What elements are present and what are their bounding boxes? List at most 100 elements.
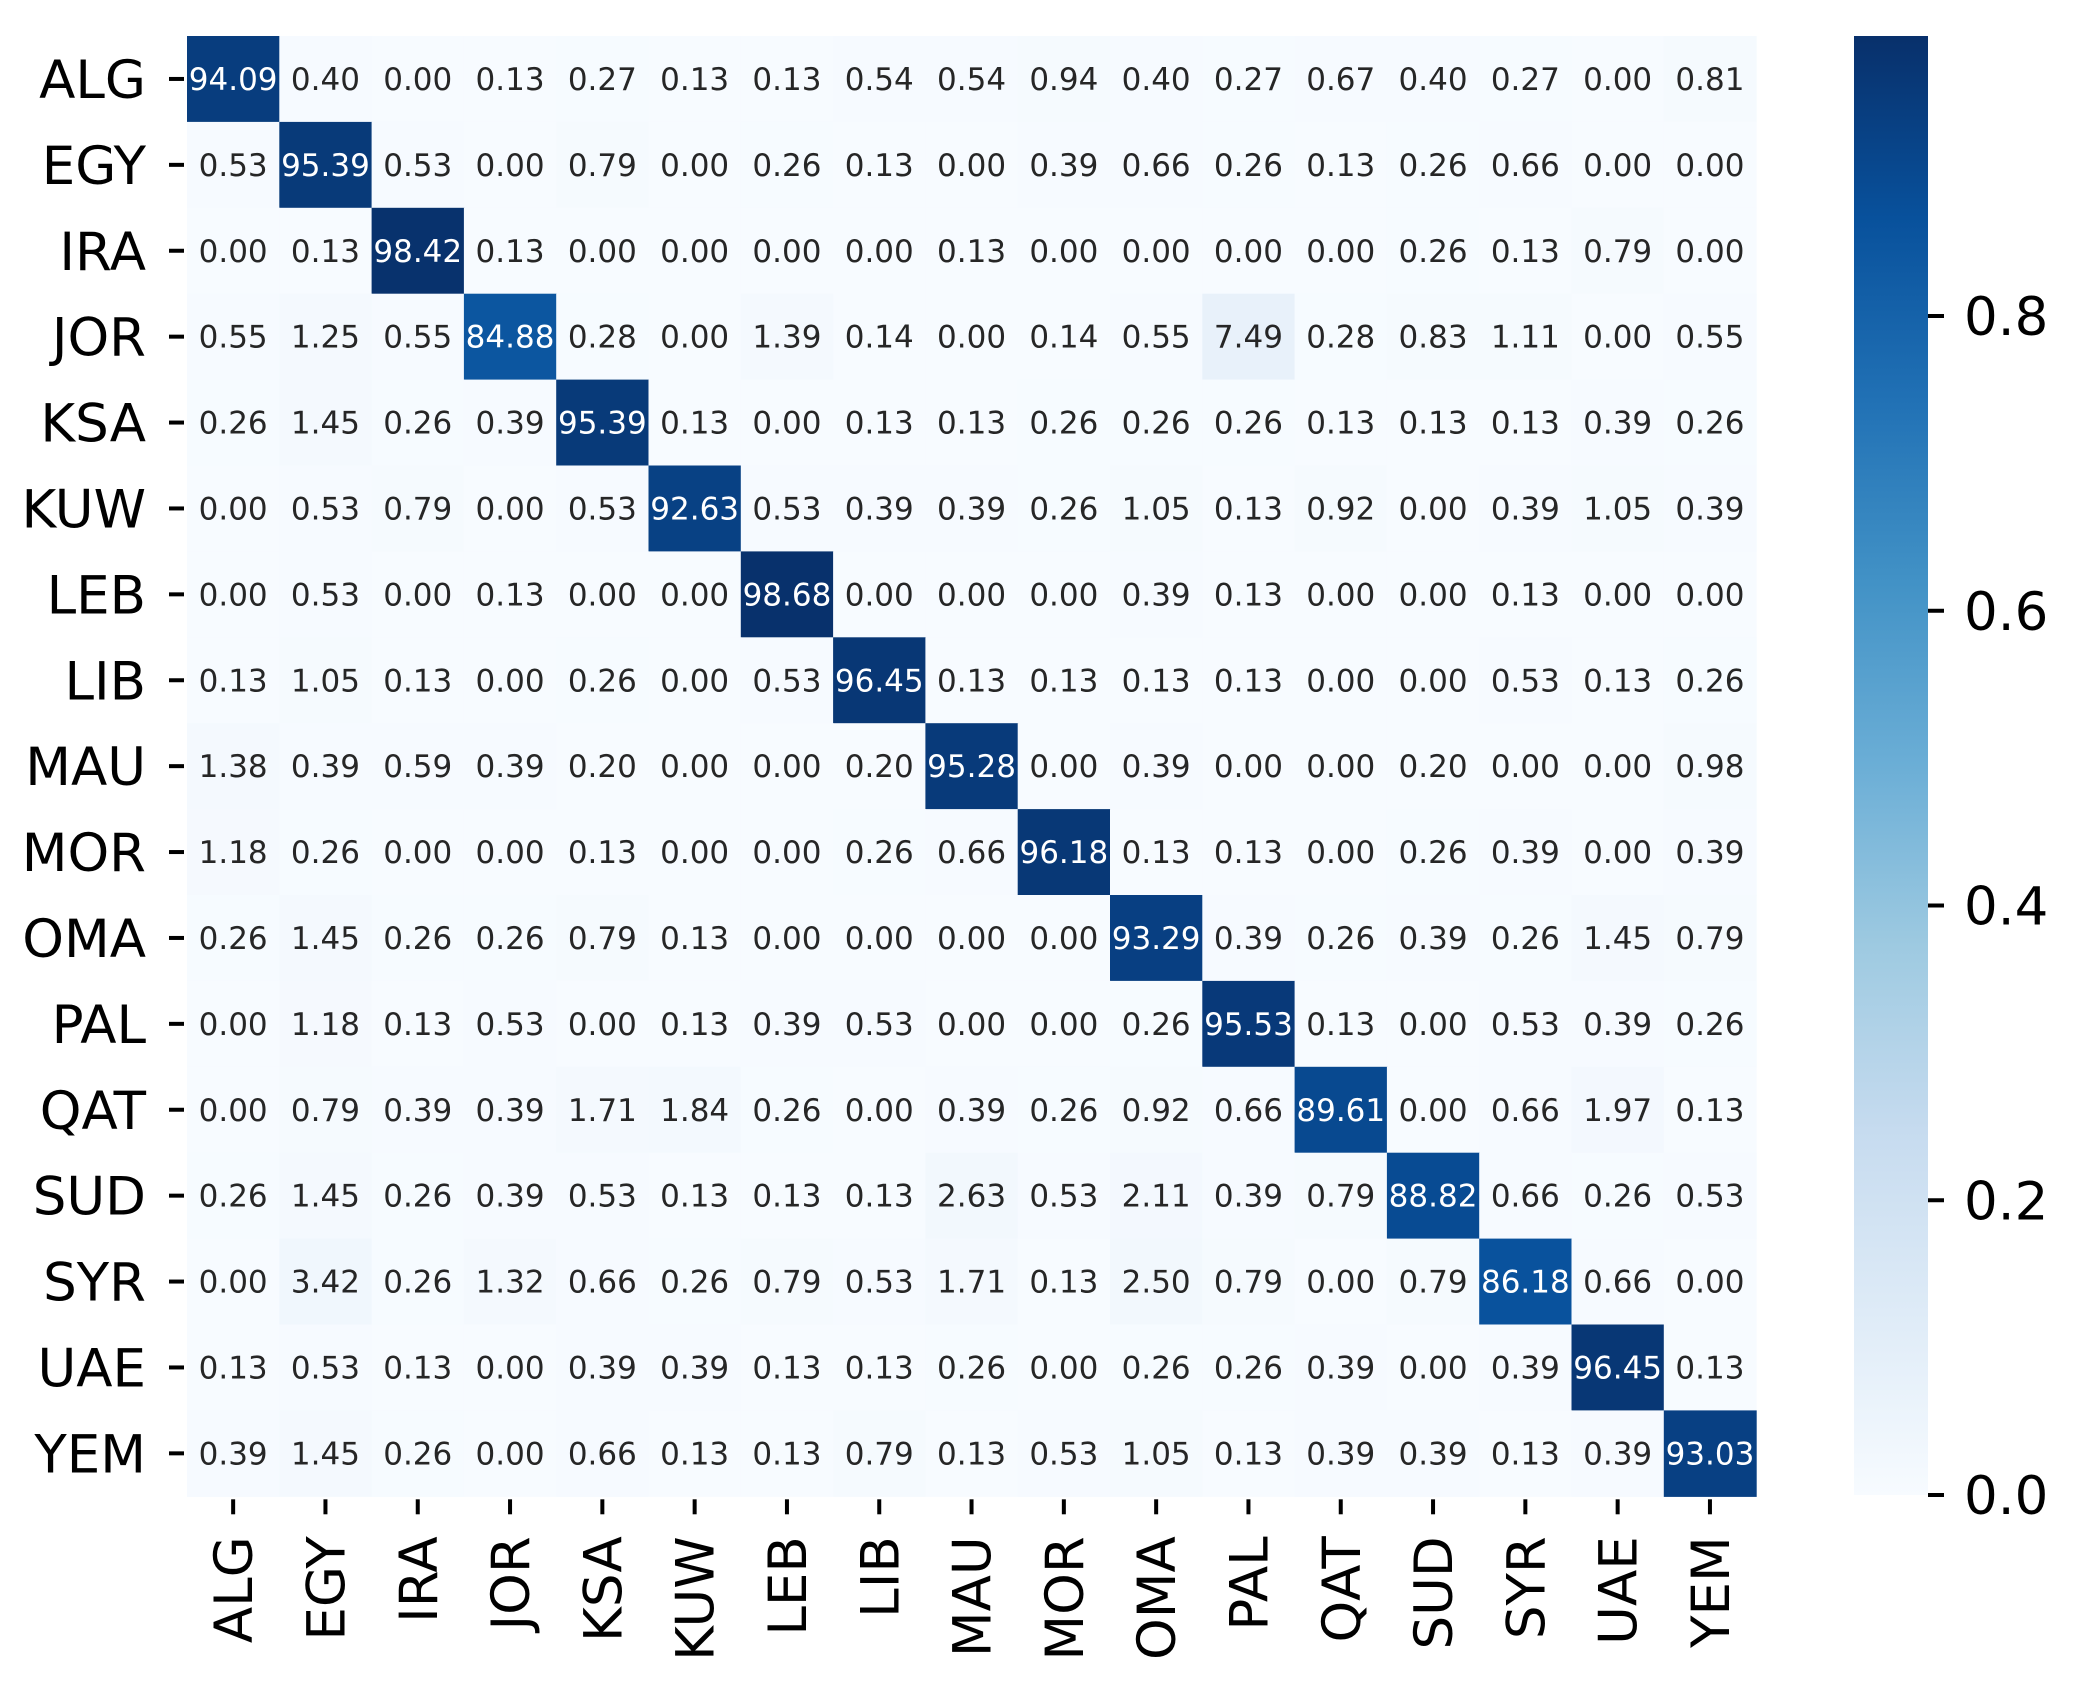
heatmap-cell [1386,980,1480,1068]
cell-value-label: 96.45 [1573,1350,1662,1386]
column-tick-label: LEB [758,1536,819,1635]
cell-value-label: 0.79 [1399,1265,1468,1301]
cell-value-label: 1.71 [937,1265,1006,1301]
heatmap-cell [1017,637,1111,724]
colorbar-tick-label: 0.4 [1964,877,2048,938]
heatmap-cell [371,1238,465,1326]
heatmap-cell [925,551,1019,638]
heatmap-cell [1110,293,1203,381]
heatmap-cell [1386,1410,1480,1497]
cell-value-label: 0.53 [1491,663,1560,699]
cell-value-label: 0.13 [752,1350,821,1386]
row-tick-label: MOR [22,823,146,884]
cell-value-label: 0.13 [1029,663,1098,699]
heatmap-cell [556,637,650,724]
cell-value-label: 0.39 [1583,406,1652,442]
heatmap-cell [1017,465,1111,552]
cell-value-label: 0.00 [937,320,1006,356]
cell-value-label: 0.00 [1675,234,1744,270]
heatmap-cell [833,895,926,982]
cell-value-label: 0.13 [291,234,360,270]
cell-value-label: 0.26 [1306,921,1375,957]
heatmap-cell [463,809,557,896]
cell-value-label: 0.39 [476,749,545,785]
cell-value-label: 0.66 [1583,1265,1652,1301]
cell-value-label: 0.00 [476,491,545,527]
heatmap-cell [463,1410,557,1497]
heatmap-cell [371,36,465,123]
cell-value-label: 0.13 [1399,406,1468,442]
heatmap-cell [925,809,1019,896]
heatmap-cell [556,895,650,982]
cell-value-label: 0.39 [476,1179,545,1215]
cell-value-label: 0.55 [1122,320,1191,356]
heatmap-cell [1386,121,1480,209]
heatmap-cell [1386,36,1480,123]
heatmap-cell [1294,980,1388,1068]
heatmap-cell [833,1238,926,1326]
heatmap-cell [463,1066,557,1154]
heatmap-cell [833,1410,926,1497]
heatmap-cell [1017,379,1111,467]
heatmap-cell [740,379,834,467]
cell-value-label: 96.45 [835,663,924,699]
cell-value-label: 0.13 [199,663,268,699]
cell-value-label: 0.13 [1122,663,1191,699]
cell-value-label: 0.67 [1306,62,1375,98]
cell-value-label: 0.39 [1306,1350,1375,1386]
heatmap-cell [1571,1152,1665,1240]
heatmap-cell [648,207,742,295]
heatmap-cell [279,1066,373,1154]
cell-value-label: 0.00 [752,406,821,442]
cell-value-label: 1.45 [291,406,360,442]
heatmap-cell [648,121,742,209]
cell-value-label: 0.00 [1399,491,1468,527]
row-tick-label: UAE [37,1338,146,1399]
heatmap-cell [648,551,742,638]
cell-value-label: 0.39 [383,1093,452,1129]
heatmap-cell [648,895,742,982]
cell-value-label: 0.26 [1399,148,1468,184]
cell-value-label: 88.82 [1389,1179,1478,1215]
column-tick-label: OMA [1127,1536,1188,1660]
cell-value-label: 0.94 [1029,62,1098,98]
heatmap-cell [187,723,280,810]
heatmap-cell [187,36,280,123]
heatmap-cell [648,379,742,467]
heatmap-cell [279,465,373,552]
heatmap-cell [556,36,650,123]
heatmap-cell [371,723,465,810]
heatmap-cell [1110,637,1203,724]
column-tick-label: KUW [666,1536,727,1661]
heatmap-cell [187,465,280,552]
cell-value-label: 0.00 [199,577,268,613]
heatmap-cell [1479,379,1573,467]
heatmap-cell [1294,121,1388,209]
heatmap-cell [371,1410,465,1497]
heatmap-cell [1294,637,1388,724]
heatmap-cell [1663,551,1757,638]
heatmap-cell [1663,895,1757,982]
cell-value-label: 0.79 [568,148,637,184]
cell-value-label: 0.66 [1491,148,1560,184]
cell-value-label: 0.00 [1399,1093,1468,1129]
heatmap-cell [187,895,280,982]
heatmap-cell [279,293,373,381]
cell-value-label: 0.00 [1675,1265,1744,1301]
cell-value-label: 0.13 [660,406,729,442]
heatmap-cell [833,379,926,467]
heatmap-cell [279,895,373,982]
cell-value-label: 0.53 [568,1179,637,1215]
cell-value-label: 0.39 [1491,835,1560,871]
heatmap-cell [740,207,834,295]
heatmap-cell [1663,121,1757,209]
cell-value-label: 0.39 [1029,148,1098,184]
heatmap-cell [1571,723,1665,810]
heatmap-cell [1110,465,1203,552]
heatmap-cell [556,551,650,638]
cell-value-label: 0.13 [937,663,1006,699]
heatmap-cell [1202,1238,1296,1326]
heatmap-cell [740,809,834,896]
cell-value-label: 0.00 [660,835,729,871]
cell-value-label: 0.00 [1029,577,1098,613]
